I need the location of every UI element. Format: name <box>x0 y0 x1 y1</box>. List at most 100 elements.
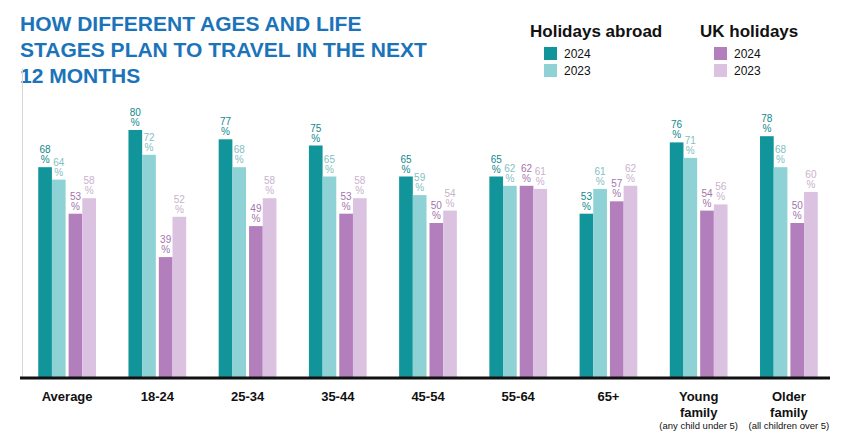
bar <box>489 177 503 379</box>
bar <box>38 167 52 378</box>
bar <box>443 211 457 378</box>
category-note: (any child under 5) <box>659 420 738 431</box>
bar <box>399 177 413 379</box>
bar <box>804 192 818 378</box>
data-label: 78% <box>761 113 773 134</box>
category-note: (all children over 5) <box>748 420 829 431</box>
data-label: 53% <box>70 191 82 212</box>
x-tick-label: 35-44 <box>321 389 355 404</box>
bar <box>683 158 697 378</box>
x-tick: 25-34 <box>231 378 265 404</box>
data-label: 53% <box>341 191 353 212</box>
bar <box>309 146 323 379</box>
bar <box>142 155 156 378</box>
legend: Holidays abroad20242023UK holidays202420… <box>530 22 798 78</box>
x-tick-label: 65+ <box>597 389 619 404</box>
x-tick-label: 25-34 <box>231 389 265 404</box>
data-labels: 68%80%77%75%65%65%53%76%78%64%72%68%65%5… <box>40 107 817 255</box>
legend-label: 2024 <box>734 47 761 61</box>
data-label: 61% <box>535 166 547 187</box>
data-label: 60% <box>805 169 817 190</box>
chart: HOW DIFFERENT AGES AND LIFESTAGES PLAN T… <box>0 0 852 446</box>
bar <box>413 195 427 378</box>
x-tick: 18-24 <box>141 378 175 404</box>
data-label: 56% <box>715 181 727 202</box>
data-label: 57% <box>611 178 623 199</box>
y-axis-line <box>22 69 23 379</box>
bar <box>610 201 624 378</box>
bar <box>173 217 187 378</box>
bar <box>430 223 444 378</box>
data-label: 72% <box>143 132 155 153</box>
x-tick-label: Average <box>42 389 93 404</box>
x-tick: Average <box>42 378 93 404</box>
data-label: 68% <box>234 144 246 165</box>
x-tick: 35-44 <box>321 378 355 404</box>
bar <box>670 142 684 378</box>
bar <box>580 214 594 378</box>
bars <box>38 130 818 378</box>
data-label: 80% <box>130 107 142 128</box>
data-label: 65% <box>491 154 503 175</box>
x-tick-label: Olderfamily <box>770 389 808 420</box>
bar <box>790 223 804 378</box>
bar <box>593 189 607 378</box>
data-label: 50% <box>431 200 443 221</box>
data-label: 58% <box>84 175 96 196</box>
bar <box>774 167 788 378</box>
x-tick: 55-64 <box>502 378 536 404</box>
data-label: 52% <box>174 194 186 215</box>
data-label: 53% <box>581 191 593 212</box>
legend-label: 2023 <box>564 64 591 78</box>
data-label: 62% <box>504 163 516 184</box>
bar <box>219 139 233 378</box>
data-label: 68% <box>775 144 787 165</box>
data-label: 58% <box>264 175 276 196</box>
legend-swatch <box>544 64 557 77</box>
bar <box>533 189 547 378</box>
bar <box>503 186 517 378</box>
data-label: 39% <box>160 234 172 255</box>
data-label: 65% <box>400 154 412 175</box>
data-label: 58% <box>354 175 366 196</box>
bar <box>69 214 83 378</box>
data-label: 64% <box>53 157 65 178</box>
data-label: 71% <box>685 135 697 156</box>
bar <box>82 198 96 378</box>
bar <box>52 180 66 378</box>
x-tick: Youngfamily(any child under 5) <box>659 378 738 431</box>
x-tick: 65+ <box>597 378 619 404</box>
data-label: 54% <box>444 188 456 209</box>
bar <box>263 198 277 378</box>
legend-swatch <box>544 47 557 60</box>
x-tick: 45-54 <box>411 378 445 404</box>
x-axis-line <box>20 377 830 380</box>
legend-swatch <box>714 64 727 77</box>
x-tick-label: Youngfamily <box>679 389 719 420</box>
data-label: 62% <box>521 163 533 184</box>
bar <box>520 186 534 378</box>
data-label: 75% <box>310 123 322 144</box>
legend-swatch <box>714 47 727 60</box>
data-label: 68% <box>40 144 52 165</box>
x-tick-label: 18-24 <box>141 389 175 404</box>
data-label: 49% <box>250 203 262 224</box>
bar <box>249 226 263 378</box>
bar <box>128 130 142 378</box>
bar <box>353 198 367 378</box>
x-axis: Average 18-24 25-34 35-44 45-54 55-64 65+ Young… <box>20 378 830 431</box>
bar <box>323 177 337 379</box>
data-label: 77% <box>220 116 232 137</box>
legend-group-title: Holidays abroad <box>530 22 662 41</box>
data-label: 50% <box>792 200 804 221</box>
x-tick: Olderfamily(all children over 5) <box>748 378 829 431</box>
bar <box>339 214 353 378</box>
data-label: 59% <box>414 172 426 193</box>
bar <box>624 186 638 378</box>
bar <box>700 211 714 378</box>
bar <box>232 167 246 378</box>
bar <box>159 257 173 378</box>
legend-label: 2023 <box>734 64 761 78</box>
data-label: 62% <box>625 163 637 184</box>
bar <box>714 204 728 378</box>
